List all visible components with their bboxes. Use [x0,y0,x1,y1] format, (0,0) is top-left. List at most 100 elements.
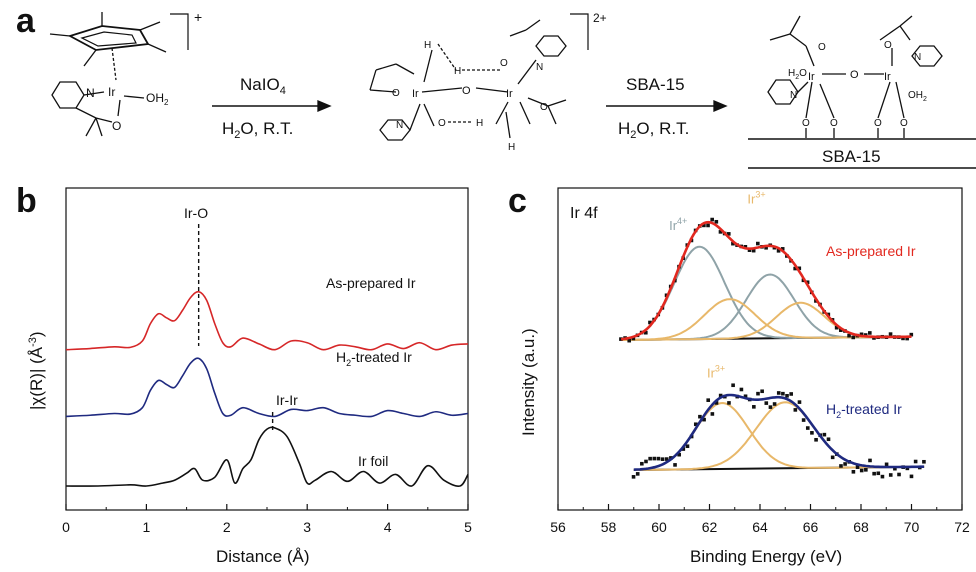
chart-b-series-line-1 [65,357,469,418]
annotation-ir-o: Ir-O [184,205,208,221]
atom-h-2d: H [508,142,515,153]
chart-c-datapoint-1-10 [673,463,677,467]
atom-h-2b: H [454,66,461,77]
chart-c-xtick-label-2: 60 [651,519,667,535]
chart-c-xtick-label-5: 66 [803,519,819,535]
chart-c-datapoint-0-22 [710,217,714,222]
atom-o-3: O [850,69,859,81]
chart-c-datapoint-1-56 [864,468,868,472]
series-label-as-prepared-b: As-prepared Ir [326,275,416,291]
chart-c-datapoint-1-12 [681,447,686,451]
chart-c-datapoint-0-3 [631,336,636,341]
chart-b-series [65,224,469,487]
chart-c-datapoint-1-0 [631,475,636,479]
chart-c-datapoint-1-43 [810,431,814,435]
chart-c-datapoint-0-68 [901,336,905,341]
chart-c-datapoint-1-62 [888,473,893,477]
chart-c-component-labels: Ir4+ Ir3+ Ir3+ [669,190,765,381]
chart-c-datapoint-1-37 [785,393,789,398]
chart-c-datapoint-1-66 [905,466,910,471]
chart-c-datapoint-0-30 [743,244,748,249]
chart-b-xtick-label-1: 1 [143,519,151,535]
chart-c-xtick-label-1: 58 [601,519,617,535]
chart-c-envelope-1 [633,393,925,471]
chart-c-datapoint-1-24 [731,383,735,388]
scheme-text: + 2+ Ir N O OH2 Ir Ir O H H H H O O O O … [86,9,927,166]
atom-o-3f: O [818,42,826,53]
chart-c-datapoint-1-21 [718,393,723,398]
chart-c-datapoint-1-47 [826,437,831,442]
chart-b-ticks: 0 1 2 3 4 5 [62,504,472,535]
chart-c-component-0-3 [621,301,912,341]
chart-c-datapoint-1-5 [652,456,657,461]
chart-c-datapoint-0-21 [706,223,710,228]
component-label-2: Ir3+ [707,364,725,381]
molecule-dimer [369,19,567,141]
step1-reagent: NaIO4 [240,75,286,97]
reaction-scheme [49,12,976,169]
chart-c-datapoint-1-6 [656,456,661,461]
chart-c-datapoint-0-56 [851,335,856,340]
chart-c-datapoint-1-30 [756,391,760,396]
series-label-ir-foil-b: Ir foil [358,453,388,469]
chart-c-datapoint-0-33 [756,241,760,246]
chart-c-datapoint-1-15 [693,422,698,427]
atom-o-2e: O [540,102,548,113]
atom-o-2b: O [392,88,400,99]
atom-ir-3a: Ir [808,71,815,83]
charge-label-2: 2+ [593,11,607,25]
chart-c-datapoint-1-13 [685,444,690,449]
chart-c-datapoint-0-60 [868,331,872,335]
atom-ir-1: Ir [108,85,115,99]
atom-n-2a: N [396,120,403,131]
chart-c-datapoint-0-6 [644,330,648,335]
chart-c-datapoint-0-53 [838,328,843,332]
chart-c-datapoint-1-61 [884,462,889,467]
chart-c-xtick-label-8: 72 [954,519,970,535]
chart-c-datapoint-1-53 [851,469,856,474]
chart-c-datapoint-1-17 [702,417,706,422]
support-label: SBA-15 [822,147,881,166]
atom-oh2-1: OH2 [146,91,169,107]
chart-c-component-0-1 [621,273,912,341]
chart-c-datapoint-1-7 [660,457,665,461]
step1-conditions: H2O, R.T. [222,119,293,141]
chart-c-datapoint-1-51 [843,462,847,466]
chart-c-datapoint-1-33 [768,405,773,409]
atom-n-1: N [86,86,95,100]
chart-c-datapoint-0-32 [751,248,756,253]
panel-label-a: a [16,2,36,40]
chart-c-datapoint-1-44 [814,437,818,442]
atom-h2o-3: H2O [788,68,807,81]
chart-c-datapoint-1-63 [893,466,897,471]
chart-c-datapoint-0-35 [764,245,768,250]
chart-c-datapoint-1-4 [648,456,652,461]
chart-c-datapoint-1-41 [801,418,806,422]
atom-n-3b: N [914,52,921,63]
atom-o-3c: O [830,118,838,129]
chart-c-datapoint-1-39 [793,408,798,412]
chart-c-datapoint-0-0 [619,337,623,341]
series-label-as-prepared-c: As-prepared Ir [826,243,916,259]
chart-c-datapoint-1-58 [872,471,876,476]
chart-c-datapoint-0-69 [905,336,909,341]
chart-c-envelope-0 [620,220,912,341]
chart-c-datapoint-1-64 [897,472,901,477]
chart-c-xtick-label-3: 62 [702,519,718,535]
atom-o-1: O [112,119,121,133]
chart-c-datapoint-0-43 [797,266,802,271]
atom-h-2a: H [424,40,431,51]
chart-c-datapoint-1-50 [839,464,843,468]
series-label-h2-treated-c: H2-treated Ir [826,401,902,420]
atom-ir-2a: Ir [412,88,419,100]
chart-c-datapoint-0-38 [776,249,781,253]
atom-n-2b: N [536,62,543,73]
chart-b-xtick-label-5: 5 [464,519,472,535]
chart-c-datapoint-0-55 [847,333,851,338]
chart-c-datapoint-0-23 [714,219,719,224]
chart-c-xlabel: Binding Energy (eV) [690,547,842,566]
series-label-h2-treated-b: H2-treated Ir [336,349,412,368]
panel-label-c: c [508,182,527,220]
chart-c-datapoint-1-26 [739,387,744,392]
chart-c-datapoint-1-46 [822,432,827,437]
